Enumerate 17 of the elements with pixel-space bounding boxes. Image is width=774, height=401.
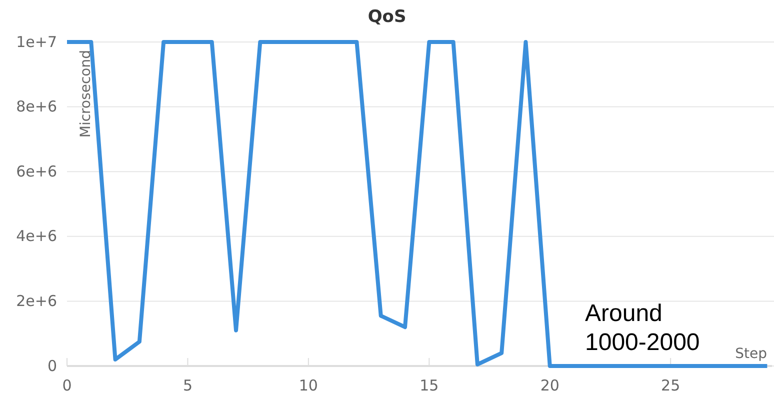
- chart-title: QoS: [368, 7, 406, 27]
- y-axis-title: Microsecond: [78, 50, 94, 138]
- x-axis-title: Step: [735, 346, 768, 362]
- line-series: [65, 40, 770, 368]
- x-tick-label: 10: [298, 376, 318, 395]
- x-tick-label: 25: [661, 376, 680, 395]
- y-tick-label: 2e+6: [16, 292, 57, 310]
- x-tick-label: 0: [62, 376, 72, 395]
- x-tick-label: 15: [420, 376, 439, 395]
- y-tick-label: 8e+6: [16, 98, 57, 116]
- y-tick-label: 1e+7: [16, 32, 57, 51]
- y-tick-label: 6e+6: [16, 162, 57, 180]
- annotation: Around 1000-2000: [585, 300, 700, 356]
- y-tick-label: 0: [47, 356, 57, 375]
- x-tick-label: 5: [182, 376, 192, 395]
- y-tick-label: 4e+6: [16, 227, 57, 246]
- x-tick-label: 20: [540, 376, 560, 395]
